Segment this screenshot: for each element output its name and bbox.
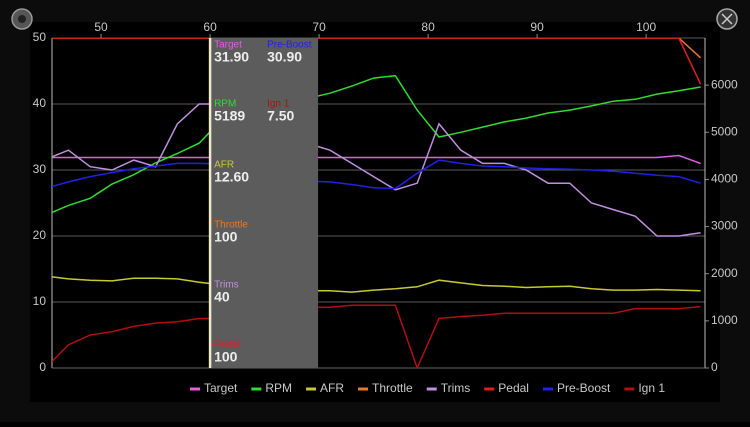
x-tick-label: 100 bbox=[636, 20, 656, 34]
x-tick-label: 90 bbox=[530, 20, 544, 34]
readout-label: AFR bbox=[214, 160, 234, 171]
settings-button[interactable] bbox=[11, 8, 33, 30]
readout-label: Throttle bbox=[214, 220, 248, 231]
readout-label: Target bbox=[214, 40, 242, 51]
legend: Target RPM AFR Throttle Trims Pedal Pre-Boost I… bbox=[190, 381, 665, 395]
legend-label: Ign 1 bbox=[638, 381, 665, 395]
chart-background bbox=[30, 22, 720, 402]
x-tick-label: 70 bbox=[312, 20, 326, 34]
series-line bbox=[52, 154, 701, 165]
close-button[interactable] bbox=[716, 8, 738, 30]
readout-label: Trims bbox=[214, 280, 239, 291]
legend-label: Trims bbox=[441, 381, 471, 395]
series-line bbox=[52, 74, 701, 214]
readout-value: 12.60 bbox=[214, 169, 249, 185]
y2-tick-label: 0 bbox=[711, 360, 718, 374]
readout-value: 5189 bbox=[214, 108, 245, 124]
readout-label: Pre-Boost bbox=[267, 40, 312, 51]
legend-label: Target bbox=[204, 381, 238, 395]
y2-tick-label: 1000 bbox=[711, 313, 738, 327]
x-tick-label: 60 bbox=[203, 20, 217, 34]
x-tick-label: 80 bbox=[421, 20, 435, 34]
y-tick-label: 10 bbox=[33, 294, 47, 308]
y2-tick-label: 4000 bbox=[711, 172, 738, 186]
series-line bbox=[52, 304, 701, 368]
legend-label: AFR bbox=[320, 381, 344, 395]
y-tick-label: 30 bbox=[33, 162, 47, 176]
series-line bbox=[52, 159, 701, 190]
readout-value: 100 bbox=[214, 229, 238, 245]
plot-lines bbox=[52, 38, 702, 368]
y-tick-label: 0 bbox=[39, 360, 46, 374]
readout-value: 40 bbox=[214, 289, 230, 305]
readout-label: RPM bbox=[214, 99, 236, 110]
readout-label: Pedal bbox=[214, 340, 240, 351]
readout-panel bbox=[210, 38, 319, 368]
legend-label: Throttle bbox=[372, 381, 413, 395]
legend-label: Pedal bbox=[498, 381, 529, 395]
x-tick-label: 50 bbox=[94, 20, 108, 34]
y-tick-label: 20 bbox=[33, 228, 47, 242]
y-tick-label: 50 bbox=[33, 30, 47, 44]
readout-value: 31.90 bbox=[214, 49, 249, 65]
y-tick-label: 40 bbox=[33, 96, 47, 110]
readout-value: 100 bbox=[214, 349, 238, 365]
legend-label: Pre-Boost bbox=[557, 381, 611, 395]
y2-tick-label: 6000 bbox=[711, 77, 738, 91]
y2-tick-label: 5000 bbox=[711, 124, 738, 138]
y2-tick-label: 3000 bbox=[711, 219, 738, 233]
y2-tick-label: 2000 bbox=[711, 266, 738, 280]
readout-label: Ign 1 bbox=[267, 99, 290, 110]
legend-label: RPM bbox=[265, 381, 292, 395]
series-line bbox=[52, 276, 701, 293]
readout-value: 7.50 bbox=[267, 108, 294, 124]
readout-value: 30.90 bbox=[267, 49, 302, 65]
